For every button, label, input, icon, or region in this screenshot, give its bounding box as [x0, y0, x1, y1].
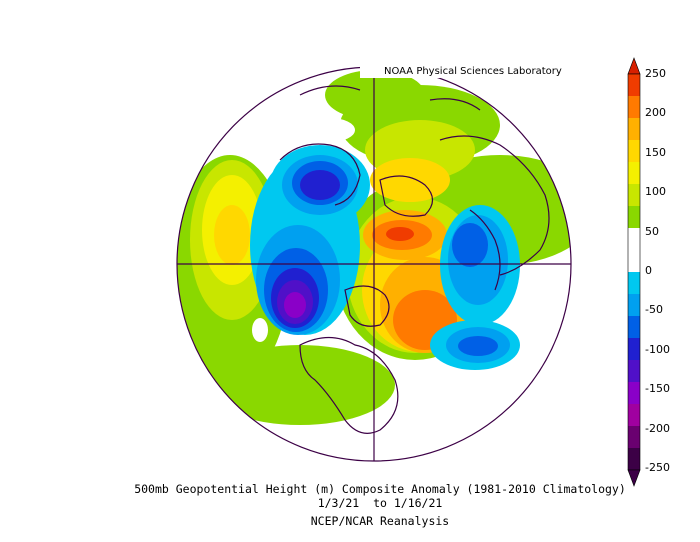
colorbar-tick-label: -200	[645, 421, 670, 435]
colorbar-top-arrow	[627, 57, 641, 75]
colorbar-segment	[628, 272, 640, 295]
colorbar-segment	[628, 250, 640, 273]
colorbar-segment	[628, 448, 640, 471]
caption-dates: 1/3/21 to 1/16/21	[317, 496, 443, 510]
credit-label: NOAA Physical Sciences Laboratory	[384, 66, 562, 77]
colorbar-tick-label: 100	[645, 185, 666, 199]
colorbar-tick-label: -100	[645, 342, 670, 356]
colorbar-tick-label: -150	[645, 382, 670, 396]
anomaly-field	[177, 70, 571, 425]
colorbar-segment	[628, 338, 640, 361]
colorbar	[627, 57, 641, 487]
colorbar-segment	[628, 184, 640, 207]
colorbar-segment	[628, 382, 640, 405]
coastlines	[279, 85, 550, 434]
colorbar-tick-label: -250	[645, 461, 670, 474]
colorbar-segment	[628, 118, 640, 141]
colorbar-tick-label: 50	[645, 224, 659, 238]
colorbar-segment	[628, 316, 640, 339]
colorbar-tick-label: 0	[645, 264, 652, 277]
caption-title: 500mb Geopotential Height (m) Composite …	[134, 482, 626, 496]
colorbar-segment	[628, 74, 640, 97]
colorbar-tick-label: 200	[645, 106, 666, 120]
colorbar-segment	[628, 96, 640, 119]
colorbar-tick-label: 250	[645, 67, 666, 80]
colorbar-tick-label: 150	[645, 145, 666, 159]
colorbar-segment	[628, 360, 640, 383]
colorbar-tick-label: -50	[645, 303, 663, 317]
colorbar-segment	[628, 426, 640, 449]
colorbar-segment	[628, 140, 640, 163]
colorbar-segment	[628, 206, 640, 229]
colorbar-bottom-arrow	[627, 469, 641, 487]
caption-source: NCEP/NCAR Reanalysis	[310, 514, 450, 528]
credit-box	[360, 64, 575, 78]
colorbar-segment	[628, 228, 640, 251]
colorbar-segment	[628, 294, 640, 317]
colorbar-segment	[628, 162, 640, 185]
colorbar-segment	[628, 404, 640, 427]
